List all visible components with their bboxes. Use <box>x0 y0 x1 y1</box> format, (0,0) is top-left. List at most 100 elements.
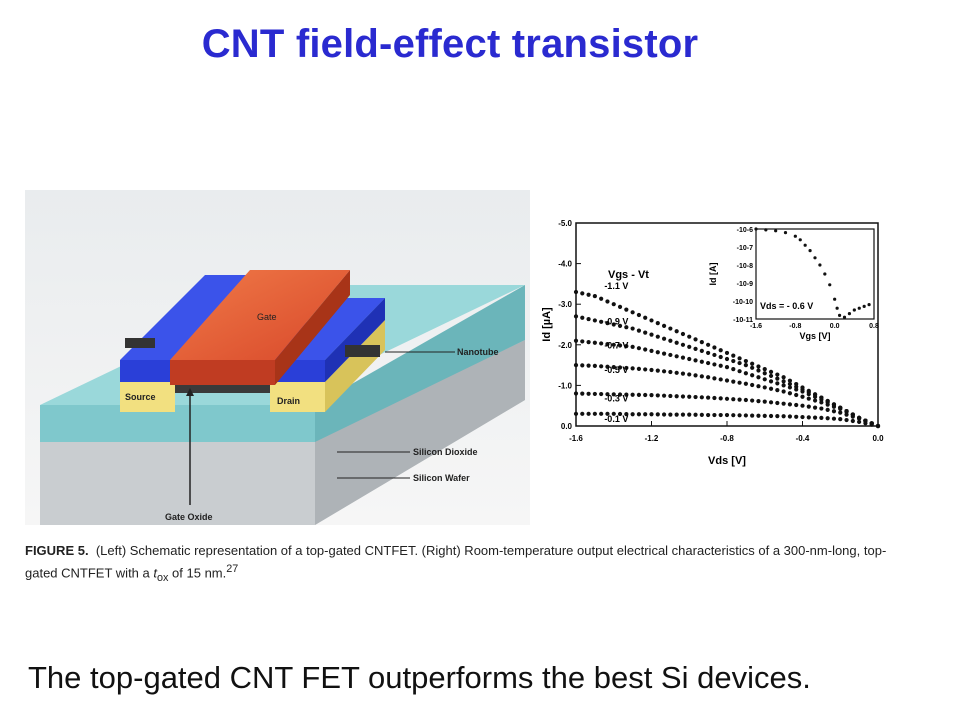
data-point <box>680 331 686 337</box>
series-label: -0.5 V <box>604 365 628 375</box>
data-point <box>605 364 610 369</box>
data-point <box>712 412 717 418</box>
data-point <box>668 369 673 375</box>
data-point <box>617 323 623 328</box>
data-point <box>731 397 736 402</box>
data-point <box>712 395 717 401</box>
data-point <box>875 423 881 429</box>
data-point <box>605 411 610 416</box>
data-point <box>712 345 717 350</box>
y-tick-label: 0.0 <box>561 422 573 431</box>
y-axis-label: Id [µA] <box>541 307 553 342</box>
data-point <box>724 378 730 383</box>
data-point <box>599 364 604 369</box>
inset-y-tick-label: -10-11 <box>733 317 753 324</box>
data-point <box>611 302 616 307</box>
slide-tagline: The top-gated CNT FET outperforms the be… <box>28 660 811 695</box>
data-point <box>781 375 786 380</box>
nanotube-label: Nanotube <box>457 347 499 357</box>
silicon-wafer <box>40 340 525 525</box>
data-point <box>806 396 811 401</box>
data-point <box>687 394 692 399</box>
data-point <box>812 394 818 400</box>
data-point <box>580 411 585 416</box>
inset-data-point <box>754 227 758 231</box>
data-point <box>680 371 686 376</box>
caption-text-1: (Left) Schematic representation of a top… <box>25 543 887 581</box>
data-point <box>718 396 723 401</box>
drain-label: Drain <box>277 396 300 406</box>
data-point <box>611 411 616 416</box>
data-point <box>580 291 585 296</box>
data-point <box>624 365 629 371</box>
data-point <box>781 401 786 406</box>
data-point <box>800 403 805 408</box>
data-point <box>737 380 742 385</box>
data-point <box>680 355 686 360</box>
data-point <box>624 344 629 349</box>
data-point <box>655 350 660 355</box>
x-tick-label: -0.8 <box>720 434 734 443</box>
data-point <box>586 391 591 396</box>
data-point <box>857 416 862 421</box>
y-tick-label: -3.0 <box>558 300 572 309</box>
inset-data-point <box>808 249 812 253</box>
data-point <box>599 341 604 346</box>
data-point <box>699 395 704 400</box>
data-point <box>743 358 748 364</box>
data-point <box>668 352 673 358</box>
data-point <box>768 386 774 391</box>
data-point <box>812 398 818 403</box>
silicon-dioxide-front <box>40 405 315 442</box>
data-point <box>655 368 660 373</box>
data-point <box>806 415 811 420</box>
data-point <box>731 367 736 372</box>
data-point <box>825 407 830 412</box>
inset-data-point <box>774 229 778 233</box>
data-point <box>586 363 591 368</box>
y-tick-label: -2.0 <box>558 341 572 350</box>
data-point <box>674 412 679 417</box>
data-point <box>605 321 610 326</box>
data-point <box>687 344 692 349</box>
inset-frame <box>755 228 875 320</box>
data-point <box>838 410 843 415</box>
data-point <box>844 412 849 417</box>
data-point <box>768 369 774 374</box>
data-point <box>819 406 824 411</box>
inset-x-tick-label: -0.8 <box>789 323 801 330</box>
data-point <box>636 346 642 351</box>
data-point <box>743 371 748 376</box>
data-point <box>812 405 818 410</box>
data-point <box>819 415 824 420</box>
inset-data-point <box>813 256 817 260</box>
data-point <box>794 387 799 392</box>
data-point <box>668 393 673 399</box>
data-point <box>750 398 755 403</box>
data-point <box>706 375 711 380</box>
data-point <box>611 342 616 347</box>
data-point <box>661 393 667 398</box>
data-point <box>762 367 767 372</box>
inset-x-tick-label: -1.6 <box>750 323 762 330</box>
data-point <box>649 318 654 323</box>
data-point <box>812 415 818 420</box>
inset-y-tick-label: -10-6 <box>737 227 753 234</box>
data-point <box>649 348 654 353</box>
data-point <box>712 376 717 381</box>
data-point <box>599 391 604 397</box>
data-point <box>794 414 799 419</box>
gate-electrode-top <box>170 270 350 360</box>
data-point <box>737 397 742 402</box>
data-point <box>636 392 642 397</box>
data-point <box>592 363 597 369</box>
data-point <box>605 392 610 397</box>
data-point <box>617 365 623 370</box>
data-point <box>737 413 742 418</box>
device-schematic: Gate Source Drain Nanotube Silicon Dioxi… <box>25 190 530 525</box>
inset-y-tick-label: -10-7 <box>737 245 753 252</box>
data-point <box>643 412 648 417</box>
y-tick-label: -4.0 <box>558 260 572 269</box>
data-point <box>762 385 767 390</box>
data-point <box>661 351 667 356</box>
